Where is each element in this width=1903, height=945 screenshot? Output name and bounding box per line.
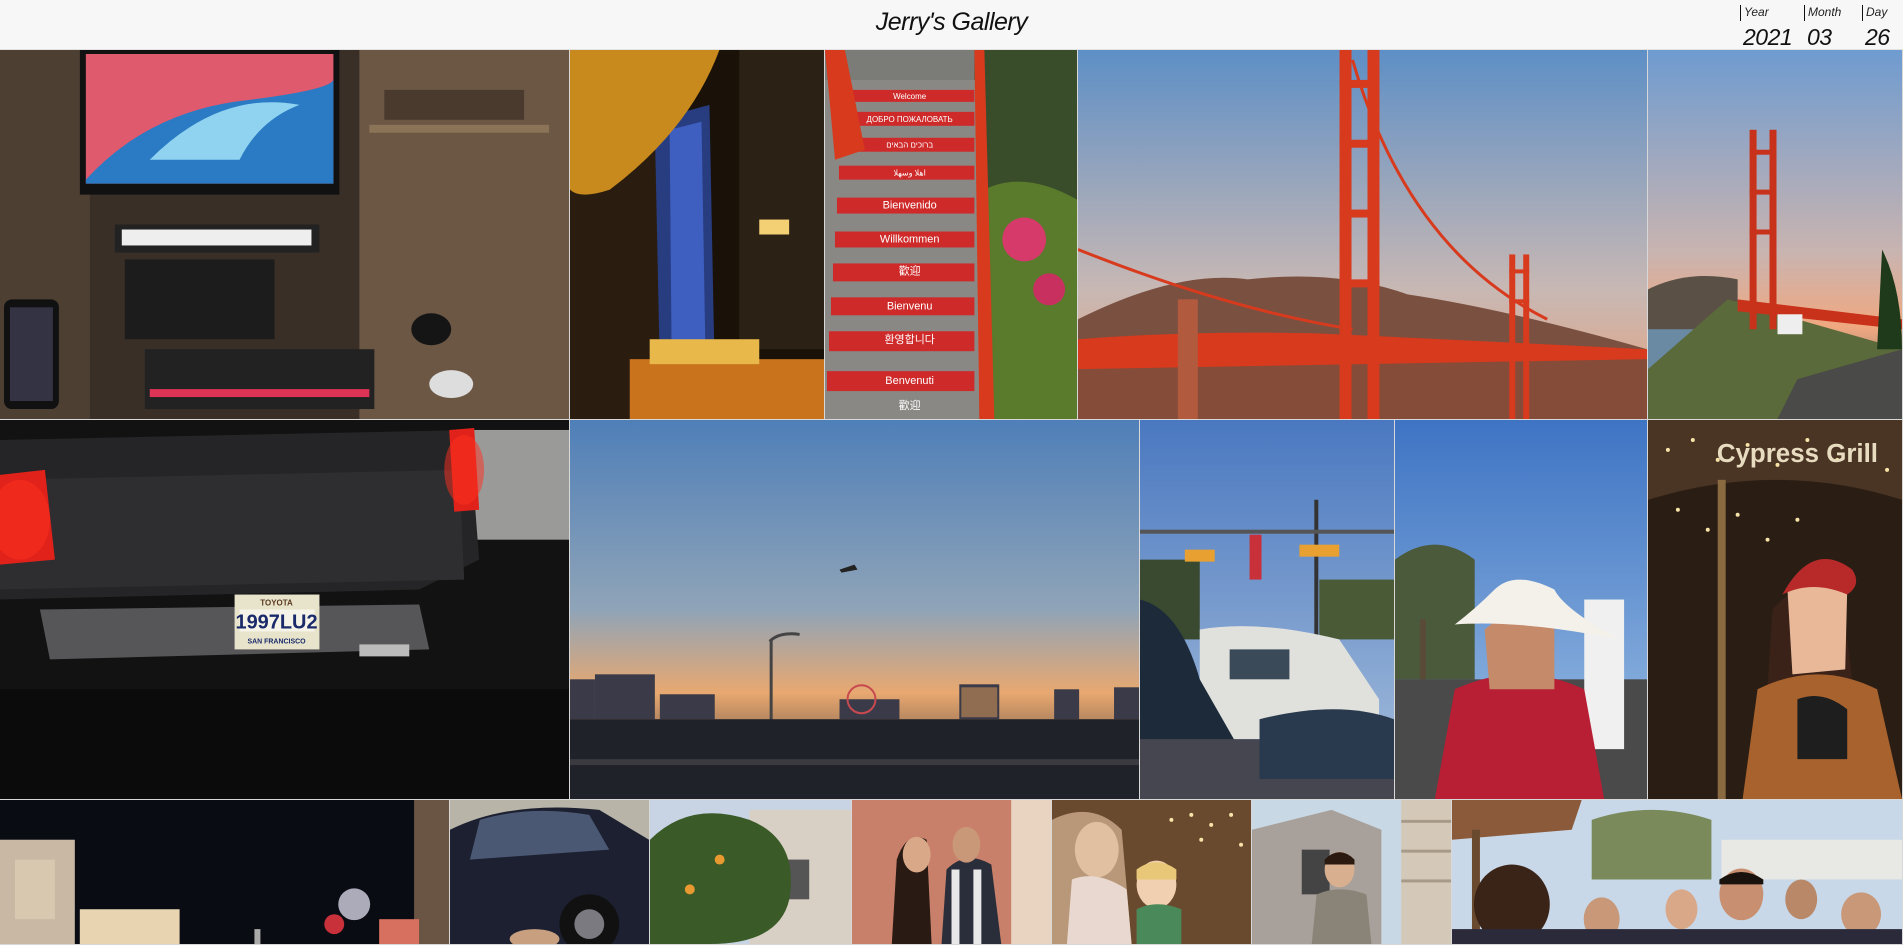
photo-grid: Welcome ДОБРО ПОЖАЛОВАТЬ ברוכים הבאים اهلا … [0, 50, 1903, 945]
stair-text: 歡迎 [899, 398, 921, 412]
photo-car-parked[interactable] [450, 800, 650, 945]
plate-top-text: TOYOTA [260, 599, 293, 608]
photo-street-intersection[interactable] [1140, 420, 1395, 800]
photo-cowboy-hat-man[interactable] [1395, 420, 1648, 800]
stair-text: ДОБРО ПОЖАЛОВАТЬ [867, 115, 953, 124]
stair-text: ברוכים הבאים [886, 141, 933, 150]
photo-night-tower[interactable] [570, 50, 825, 420]
stair-text: Benvenuti [885, 375, 934, 387]
stair-text: اهلا وسهلا [894, 169, 926, 178]
photo-woman-child[interactable] [1052, 800, 1252, 945]
month-label: Month [1804, 5, 1841, 21]
gallery-title: Jerry's Gallery [875, 8, 1028, 36]
month-value: 03 [1807, 24, 1832, 50]
photo-woman-restaurant[interactable]: Cypress Grill [1648, 420, 1903, 800]
stair-text: Bienvenu [887, 300, 933, 312]
month-display: Month 03 [1804, 5, 1841, 49]
year-label: Year [1740, 5, 1792, 21]
photo-crowd-outdoor[interactable] [1452, 800, 1903, 945]
stair-text: Bienvenido [883, 200, 937, 212]
plate-bottom-text: SAN FRANCISCO [247, 638, 306, 645]
license-plate-text: 1997LU2 [235, 611, 317, 633]
photo-welcome-stairs[interactable]: Welcome ДОБРО ПОЖАЛОВАТЬ ברוכים הבאים اهلا … [825, 50, 1078, 420]
stair-text: Welcome [893, 92, 927, 101]
stair-text: 歡迎 [899, 263, 921, 277]
restaurant-sign-text: Cypress Grill [1717, 440, 1878, 468]
photo-tree-house[interactable] [650, 800, 852, 945]
header: Jerry's Gallery Year 2021 Month 03 Day 2… [0, 0, 1903, 50]
year-display: Year 2021 [1740, 5, 1793, 50]
day-value: 26 [1865, 24, 1890, 50]
photo-las-vegas-dusk[interactable] [570, 420, 1140, 800]
photo-man-house[interactable] [1252, 800, 1452, 945]
photo-desk-setup[interactable] [0, 50, 570, 420]
day-label: Day [1862, 5, 1890, 21]
stair-text: 환영합니다 [884, 333, 934, 346]
day-display: Day 26 [1862, 5, 1890, 49]
photo-golden-gate-tower[interactable] [1648, 50, 1903, 420]
photo-night-town[interactable] [0, 800, 450, 945]
photo-couple-dancing[interactable] [852, 800, 1052, 945]
photo-truck-night[interactable]: TOYOTA 1997LU2 SAN FRANCISCO [0, 420, 570, 800]
stair-text: Willkommen [880, 233, 940, 245]
photo-golden-gate-bridge[interactable] [1078, 50, 1648, 420]
year-value: 2021 [1743, 24, 1793, 50]
